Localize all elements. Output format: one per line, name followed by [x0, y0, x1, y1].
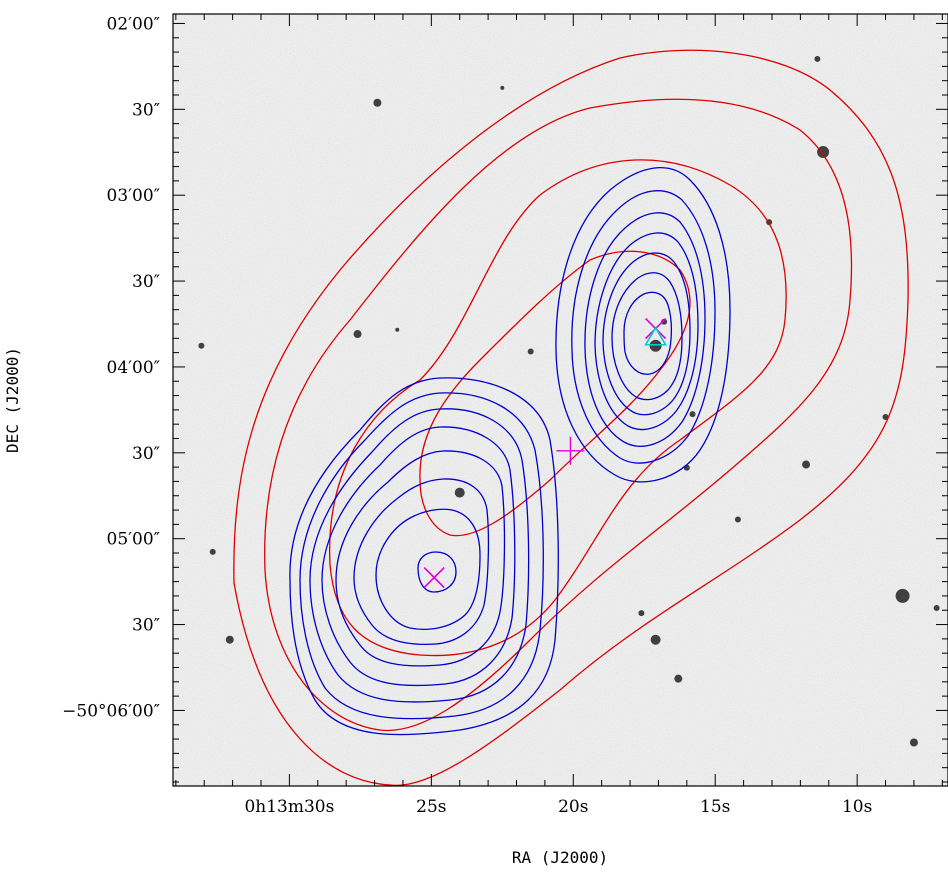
markers-layer — [423, 318, 667, 589]
star-1 — [814, 55, 821, 62]
blue-contour-e7 — [623, 291, 672, 375]
y-tick-label-8: −50°06′00″ — [62, 701, 160, 721]
blue-contour-w1 — [289, 377, 559, 736]
star-22 — [395, 327, 400, 332]
y-tick-label-7: 30″ — [132, 616, 160, 636]
y-tick-label-0: 02′00″ — [107, 14, 160, 34]
star-19 — [882, 414, 889, 421]
star-8 — [802, 460, 811, 469]
ticks-layer — [173, 14, 948, 786]
star-21 — [933, 604, 940, 611]
blue-contour-w3 — [309, 408, 530, 703]
star-24 — [689, 411, 696, 418]
red-contour-2 — [264, 98, 853, 732]
star-18 — [909, 738, 918, 747]
star-15 — [734, 516, 741, 523]
blue-contour-w5 — [335, 450, 506, 667]
sky-image — [173, 14, 948, 786]
y-tick-label-5: 30″ — [132, 444, 160, 464]
blue-contour-e4 — [594, 232, 699, 431]
star-7 — [454, 487, 465, 498]
star-5 — [661, 318, 668, 325]
blue-contour-e5 — [602, 252, 691, 416]
star-2 — [817, 145, 830, 158]
triangle-marker-3 — [644, 326, 667, 346]
red-contour-1 — [233, 49, 909, 786]
star-3 — [353, 330, 362, 339]
x-marker-1 — [423, 567, 445, 589]
blue-contour-e3 — [584, 212, 706, 447]
y-tick-label-6: 05′00″ — [107, 530, 160, 550]
y-axis-title: DEC (J2000) — [3, 347, 22, 453]
blue-contour-w6 — [353, 478, 490, 646]
x-tick-label-4: 10s — [842, 797, 872, 817]
x-axis-title: RA (J2000) — [512, 848, 608, 867]
y-tick-label-1: 30″ — [132, 100, 160, 120]
blue-contour-w4 — [321, 426, 516, 687]
star-13 — [225, 635, 234, 644]
star-23 — [500, 85, 505, 90]
star-17 — [209, 548, 216, 555]
blue-contour-e1 — [555, 167, 731, 483]
blue-contour-e6 — [611, 272, 683, 401]
star-6 — [527, 348, 534, 355]
star-12 — [638, 610, 645, 617]
star-11 — [650, 634, 661, 645]
star-4 — [649, 339, 662, 352]
red-contour-3 — [328, 159, 787, 657]
stars-layer — [198, 55, 940, 747]
x-tick-label-0: 0h13m30s — [244, 797, 334, 817]
y-tick-label-2: 03′00″ — [107, 186, 160, 206]
star-0 — [373, 98, 382, 107]
blue-contour-e2 — [571, 190, 716, 464]
plot-frame — [172, 13, 948, 787]
blue-contour-w8 — [417, 551, 457, 593]
blue-contour-w2 — [299, 392, 544, 720]
star-14 — [674, 674, 683, 683]
x-tick-label-1: 25s — [416, 797, 446, 817]
star-10 — [895, 588, 910, 603]
plus-marker-2 — [556, 436, 585, 465]
star-16 — [198, 342, 205, 349]
x-tick-label-3: 15s — [700, 797, 730, 817]
y-tick-label-3: 30″ — [132, 272, 160, 292]
y-tick-label-4: 04′00″ — [107, 358, 160, 378]
x-tick-label-2: 20s — [558, 797, 588, 817]
blue-contour-w7 — [375, 508, 481, 630]
